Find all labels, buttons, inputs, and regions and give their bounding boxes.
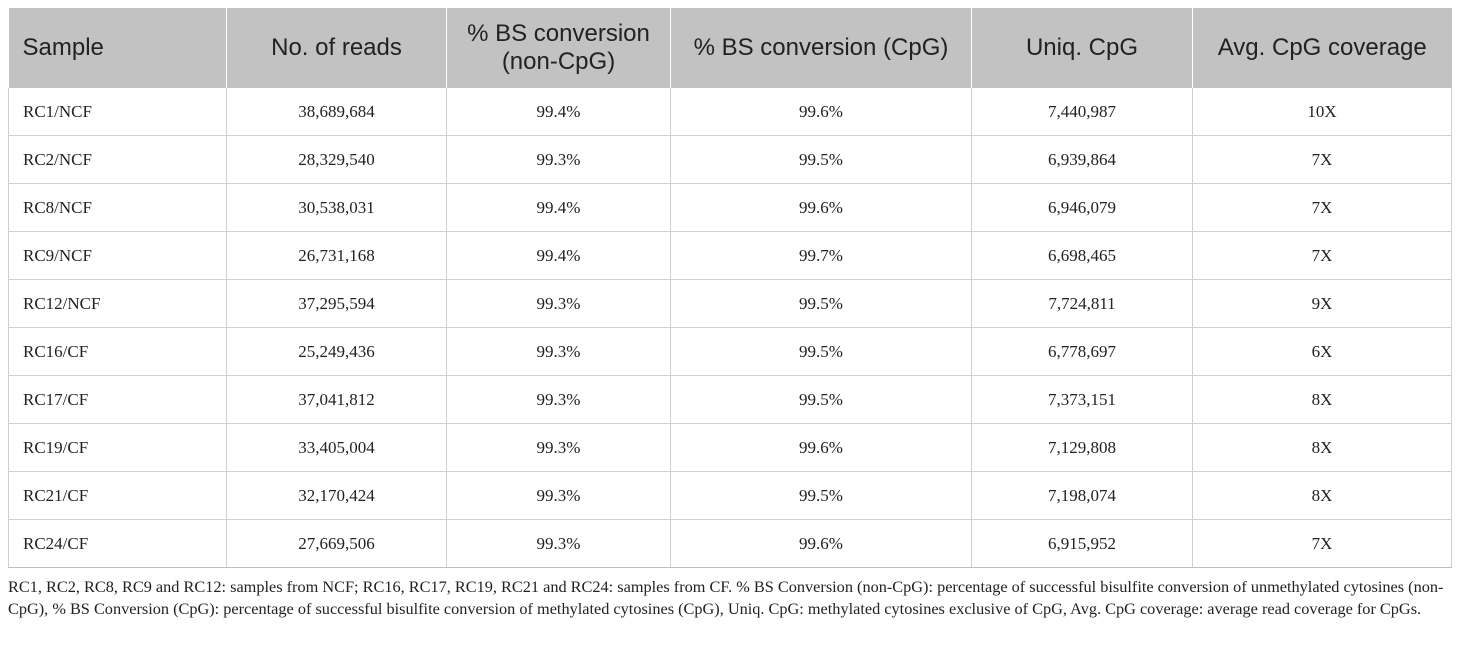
table-body: RC1/NCF 38,689,684 99.4% 99.6% 7,440,987… xyxy=(8,88,1452,568)
cell-uniq-cpg: 6,915,952 xyxy=(971,519,1193,568)
cell-bs-cpg: 99.5% xyxy=(670,471,972,520)
table-row: RC16/CF 25,249,436 99.3% 99.5% 6,778,697… xyxy=(8,327,1452,376)
cell-uniq-cpg: 7,129,808 xyxy=(971,423,1193,472)
cell-sample: RC24/CF xyxy=(8,519,227,568)
cell-sample: RC16/CF xyxy=(8,327,227,376)
cell-avg-coverage: 7X xyxy=(1192,231,1452,280)
cell-sample: RC12/NCF xyxy=(8,279,227,328)
table-row: RC9/NCF 26,731,168 99.4% 99.7% 6,698,465… xyxy=(8,231,1452,280)
header-num-reads: No. of reads xyxy=(226,8,447,88)
cell-sample: RC19/CF xyxy=(8,423,227,472)
header-sample: Sample xyxy=(8,8,227,88)
cell-bs-cpg: 99.6% xyxy=(670,423,972,472)
cell-bs-cpg: 99.6% xyxy=(670,183,972,232)
table-row: RC24/CF 27,669,506 99.3% 99.6% 6,915,952… xyxy=(8,519,1452,568)
cell-uniq-cpg: 7,373,151 xyxy=(971,375,1193,424)
cell-bs-non-cpg: 99.4% xyxy=(446,183,671,232)
cell-avg-coverage: 8X xyxy=(1192,423,1452,472)
cell-bs-non-cpg: 99.4% xyxy=(446,231,671,280)
header-avg-cpg-coverage: Avg. CpG coverage xyxy=(1192,8,1452,88)
cell-num-reads: 37,295,594 xyxy=(226,279,447,328)
table-row: RC2/NCF 28,329,540 99.3% 99.5% 6,939,864… xyxy=(8,135,1452,184)
cell-uniq-cpg: 7,724,811 xyxy=(971,279,1193,328)
cell-num-reads: 33,405,004 xyxy=(226,423,447,472)
table-row: RC8/NCF 30,538,031 99.4% 99.6% 6,946,079… xyxy=(8,183,1452,232)
cell-bs-non-cpg: 99.3% xyxy=(446,423,671,472)
table-row: RC21/CF 32,170,424 99.3% 99.5% 7,198,074… xyxy=(8,471,1452,520)
cell-avg-coverage: 8X xyxy=(1192,471,1452,520)
header-bs-conversion-non-cpg: % BS conversion (non-CpG) xyxy=(446,8,671,88)
cell-bs-cpg: 99.5% xyxy=(670,327,972,376)
header-bs-conversion-cpg: % BS conversion (CpG) xyxy=(670,8,972,88)
cell-num-reads: 26,731,168 xyxy=(226,231,447,280)
cell-num-reads: 37,041,812 xyxy=(226,375,447,424)
table-row: RC17/CF 37,041,812 99.3% 99.5% 7,373,151… xyxy=(8,375,1452,424)
cell-uniq-cpg: 7,440,987 xyxy=(971,88,1193,136)
cell-uniq-cpg: 6,778,697 xyxy=(971,327,1193,376)
cell-num-reads: 30,538,031 xyxy=(226,183,447,232)
cell-sample: RC21/CF xyxy=(8,471,227,520)
header-uniq-cpg: Uniq. CpG xyxy=(971,8,1193,88)
cell-bs-cpg: 99.5% xyxy=(670,135,972,184)
cell-avg-coverage: 10X xyxy=(1192,88,1452,136)
cell-avg-coverage: 7X xyxy=(1192,519,1452,568)
cell-bs-cpg: 99.6% xyxy=(670,519,972,568)
cell-bs-cpg: 99.6% xyxy=(670,88,972,136)
cell-sample: RC1/NCF xyxy=(8,88,227,136)
table-header: Sample No. of reads % BS conversion (non… xyxy=(8,8,1452,88)
cell-sample: RC8/NCF xyxy=(8,183,227,232)
cell-num-reads: 32,170,424 xyxy=(226,471,447,520)
cell-bs-cpg: 99.5% xyxy=(670,279,972,328)
cell-bs-non-cpg: 99.3% xyxy=(446,279,671,328)
cell-num-reads: 25,249,436 xyxy=(226,327,447,376)
cell-uniq-cpg: 7,198,074 xyxy=(971,471,1193,520)
cell-num-reads: 27,669,506 xyxy=(226,519,447,568)
cell-bs-cpg: 99.7% xyxy=(670,231,972,280)
cell-uniq-cpg: 6,939,864 xyxy=(971,135,1193,184)
cell-num-reads: 38,689,684 xyxy=(226,88,447,136)
cell-avg-coverage: 9X xyxy=(1192,279,1452,328)
cell-avg-coverage: 6X xyxy=(1192,327,1452,376)
cell-bs-non-cpg: 99.3% xyxy=(446,471,671,520)
cell-num-reads: 28,329,540 xyxy=(226,135,447,184)
cell-bs-non-cpg: 99.3% xyxy=(446,519,671,568)
cell-avg-coverage: 8X xyxy=(1192,375,1452,424)
cell-uniq-cpg: 6,698,465 xyxy=(971,231,1193,280)
table-row: RC19/CF 33,405,004 99.3% 99.6% 7,129,808… xyxy=(8,423,1452,472)
cell-sample: RC17/CF xyxy=(8,375,227,424)
cell-bs-non-cpg: 99.3% xyxy=(446,375,671,424)
cell-avg-coverage: 7X xyxy=(1192,183,1452,232)
table-footnote: RC1, RC2, RC8, RC9 and RC12: samples fro… xyxy=(8,577,1444,618)
data-table-container: Sample No. of reads % BS conversion (non… xyxy=(8,8,1452,568)
table-row: RC12/NCF 37,295,594 99.3% 99.5% 7,724,81… xyxy=(8,279,1452,328)
cell-bs-non-cpg: 99.3% xyxy=(446,135,671,184)
cell-avg-coverage: 7X xyxy=(1192,135,1452,184)
cell-bs-non-cpg: 99.4% xyxy=(446,88,671,136)
cell-uniq-cpg: 6,946,079 xyxy=(971,183,1193,232)
cell-sample: RC2/NCF xyxy=(8,135,227,184)
header-row: Sample No. of reads % BS conversion (non… xyxy=(8,8,1452,88)
sequencing-stats-table: Sample No. of reads % BS conversion (non… xyxy=(8,8,1452,568)
cell-sample: RC9/NCF xyxy=(8,231,227,280)
table-row: RC1/NCF 38,689,684 99.4% 99.6% 7,440,987… xyxy=(8,88,1452,136)
cell-bs-non-cpg: 99.3% xyxy=(446,327,671,376)
cell-bs-cpg: 99.5% xyxy=(670,375,972,424)
